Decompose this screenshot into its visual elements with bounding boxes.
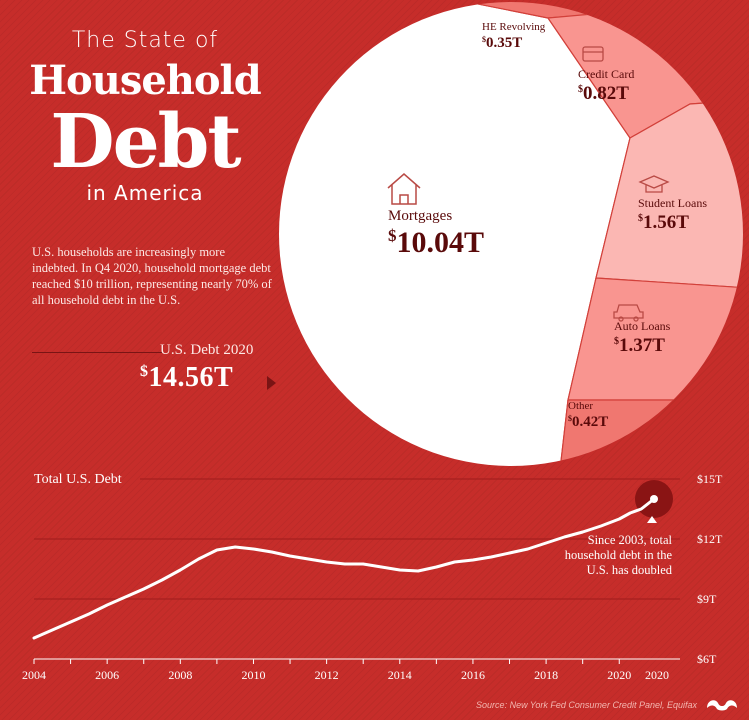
x-tick-label: 2018 xyxy=(534,668,558,682)
x-tick-label: 2012 xyxy=(315,668,339,682)
x-tick-label: 2008 xyxy=(168,668,192,682)
pie-label-he-revolving: HE Revolving xyxy=(482,21,546,33)
title-block: The State of Household Debt in America xyxy=(20,28,270,206)
us-debt-currency: $ xyxy=(140,363,149,380)
pie-value-credit-card: $0.82T xyxy=(578,83,629,104)
annotation-line: U.S. has doubled xyxy=(587,563,673,577)
y-tick-label: $12T xyxy=(697,532,723,546)
x-tick-label: 2020 xyxy=(645,668,669,682)
pie-slice-student-loans xyxy=(595,99,743,289)
title-line-2: Household xyxy=(29,57,261,104)
annotation-line: household debt in the xyxy=(565,548,673,562)
debt-divider xyxy=(32,352,162,353)
series-line-total-debt xyxy=(32,497,656,640)
pie-label-auto-loans: Auto Loans xyxy=(614,319,671,333)
pie-label-student-loans: Student Loans xyxy=(638,196,707,210)
annotation-line: Since 2003, total xyxy=(588,533,673,547)
graduation-cap-icon xyxy=(638,175,670,193)
pie-value-he-revolving: $0.35T xyxy=(482,35,522,51)
us-debt-amount: 14.56T xyxy=(148,362,234,393)
credit-card-icon xyxy=(582,46,604,62)
pie-label-credit-card: Credit Card xyxy=(578,67,634,81)
source-text: Source: New York Fed Consumer Credit Pan… xyxy=(476,700,697,710)
pie-label-other: Other xyxy=(568,400,593,412)
intro-text: U.S. households are increasingly more in… xyxy=(32,245,272,307)
line-chart-title: Total U.S. Debt xyxy=(34,472,122,487)
caret-up-icon xyxy=(647,516,657,523)
pie-chart: Mortgages $10.04T HE Revolving $0.35T Credit… xyxy=(279,2,743,466)
y-tick-label: $9T xyxy=(697,592,717,606)
us-debt-value: $14.56T xyxy=(140,362,233,394)
car-icon xyxy=(613,304,644,322)
y-tick-label: $6T xyxy=(697,652,717,666)
x-tick-label: 2014 xyxy=(388,668,412,682)
us-debt-label: U.S. Debt 2020 xyxy=(160,342,254,358)
pie-value-auto-loans: $1.37T xyxy=(614,335,665,356)
pie-value-student-loans: $1.56T xyxy=(638,212,689,233)
logo-icon xyxy=(707,700,737,711)
x-tick-label: 2004 xyxy=(22,668,46,682)
x-tick-label: 2010 xyxy=(241,668,265,682)
x-tick-label: 2006 xyxy=(95,668,119,682)
pie-label-mortgages: Mortgages xyxy=(388,208,452,224)
house-icon xyxy=(387,173,421,205)
y-tick-label: $15T xyxy=(697,472,723,486)
title-line-3: Debt xyxy=(50,99,241,185)
caret-right-icon xyxy=(267,376,276,390)
pie-value-mortgages: $10.04T xyxy=(388,226,484,259)
x-tick-label: 2016 xyxy=(461,668,485,682)
title-line-1: The State of xyxy=(71,28,219,53)
x-tick-label: 2020 xyxy=(607,668,631,682)
title-line-4: in America xyxy=(86,181,204,205)
end-point xyxy=(650,495,658,503)
pie-value-other: $0.42T xyxy=(568,414,608,430)
